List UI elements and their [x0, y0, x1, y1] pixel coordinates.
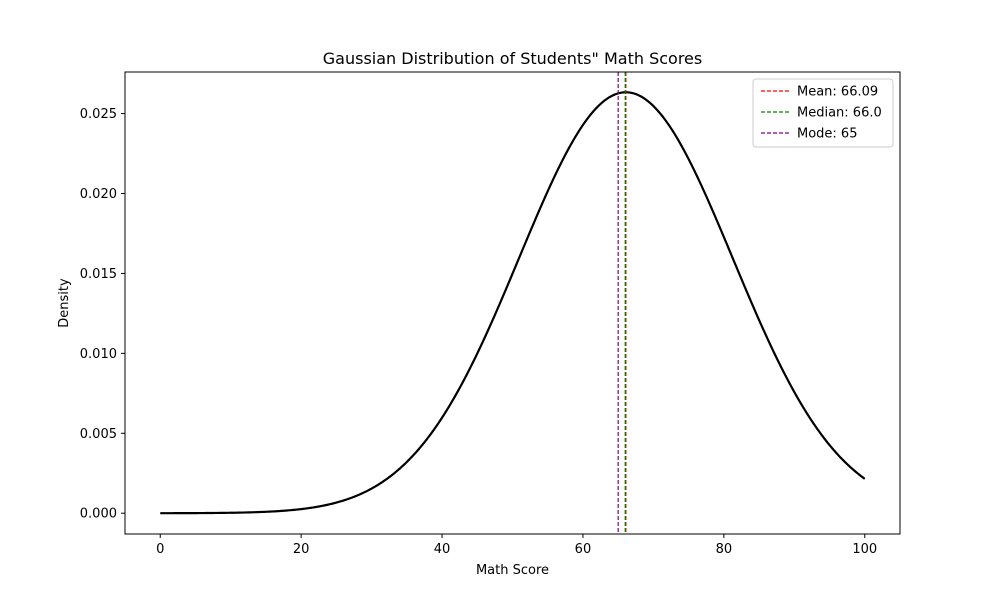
y-tick-label: 0.015	[80, 267, 117, 282]
x-tick-label: 0	[156, 542, 164, 557]
legend-label: Mode: 65	[797, 127, 857, 142]
y-tick-label: 0.025	[80, 107, 117, 122]
y-tick-label: 0.020	[80, 187, 117, 202]
reference-lines	[617, 72, 627, 534]
x-tick-label: 100	[852, 542, 877, 557]
x-tick-label: 20	[293, 542, 310, 557]
legend-label: Median: 66.0	[797, 106, 882, 121]
y-tick-label: 0.000	[80, 507, 117, 522]
axes-frame	[124, 71, 901, 535]
y-axis-ticks: 0.000 0.005 0.010 0.015 0.020 0.025	[80, 107, 125, 522]
density-curve	[160, 91, 866, 515]
y-tick-label: 0.010	[80, 347, 117, 362]
legend-box	[752, 78, 894, 148]
legend-label: Mean: 66.09	[797, 85, 878, 100]
x-tick-label: 80	[716, 542, 733, 557]
x-tick-label: 60	[575, 542, 592, 557]
legend: Mean: 66.09 Median: 66.0 Mode: 65	[752, 78, 894, 148]
x-axis-title: Math Score	[476, 563, 549, 578]
chart-title: Gaussian Distribution of Students" Math …	[323, 49, 702, 68]
x-tick-label: 40	[434, 542, 451, 557]
y-tick-label: 0.005	[80, 427, 117, 442]
plot-area	[160, 91, 866, 515]
y-axis-title: Density	[57, 278, 72, 328]
x-axis-ticks: 0 20 40 60 80 100	[156, 534, 877, 557]
